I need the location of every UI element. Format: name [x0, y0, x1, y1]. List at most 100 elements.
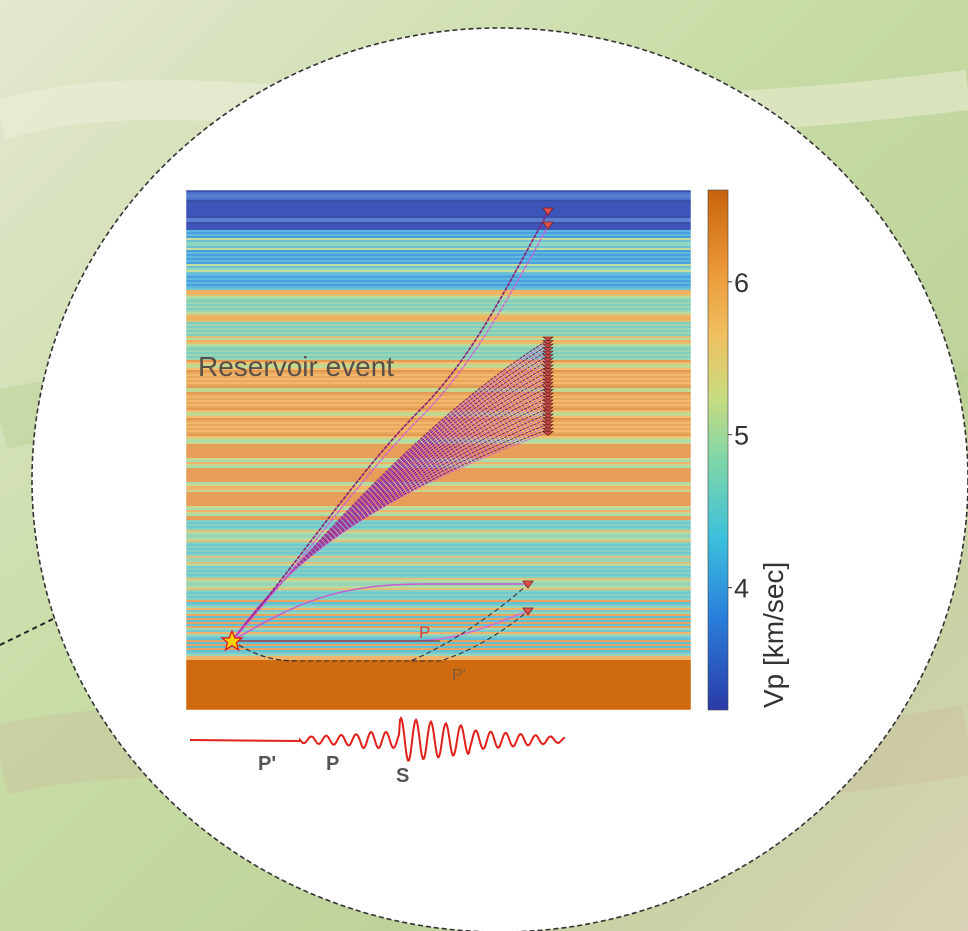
colorbar [707, 189, 729, 711]
velocity-layer [186, 612, 691, 615]
colorbar-label: Vp [km/sec] [758, 562, 789, 708]
velocity-layer [186, 220, 691, 223]
velocity-layer [186, 260, 691, 263]
velocity-layer [186, 482, 691, 485]
triangle-down-icon [542, 410, 554, 415]
velocity-layer [186, 490, 691, 493]
velocity-layer [186, 392, 691, 395]
velocity-layer [186, 200, 691, 203]
velocity-layer [186, 342, 691, 345]
waveform-label-s: S [396, 765, 409, 787]
velocity-layer [186, 194, 691, 197]
velocity-layer [186, 494, 691, 497]
velocity-layer [186, 568, 691, 571]
velocity-layer [186, 276, 691, 279]
velocity-layer [186, 514, 691, 517]
velocity-layer [186, 378, 691, 381]
velocity-layer [186, 506, 691, 509]
velocity-layer [186, 284, 691, 287]
velocity-layer [186, 590, 691, 593]
ray-path [231, 378, 549, 642]
triangle-down-icon [542, 350, 554, 356]
velocity-layer [186, 440, 691, 443]
velocity-layer [186, 496, 691, 499]
velocity-layer [186, 554, 691, 557]
velocity-layer [186, 212, 691, 215]
velocity-layer [186, 400, 691, 403]
velocity-layer [186, 210, 691, 213]
velocity-layer [186, 352, 691, 355]
triangle-down-icon [542, 336, 554, 342]
velocity-layer [186, 368, 691, 371]
velocity-layer [186, 246, 691, 249]
velocity-layer [186, 326, 691, 329]
waveform-label-p-prime: P' [258, 753, 276, 775]
velocity-layer [186, 636, 691, 639]
velocity-layer [186, 306, 691, 309]
velocity-layer [186, 448, 691, 451]
velocity-layer [186, 564, 691, 567]
velocity-layer [186, 526, 691, 529]
triangle-down-icon [542, 378, 554, 384]
velocity-layer [186, 274, 691, 277]
velocity-layer [186, 544, 691, 547]
velocity-layer [186, 538, 691, 541]
velocity-layer [186, 282, 691, 285]
velocity-layer [186, 364, 691, 367]
velocity-layer [186, 512, 691, 515]
velocity-layer [186, 410, 691, 413]
triangle-down-icon [542, 385, 554, 391]
velocity-layer [186, 510, 691, 513]
velocity-layer [186, 298, 691, 301]
velocity-layer [186, 562, 691, 565]
velocity-layer [186, 242, 691, 245]
colorbar-tick-label: 5 [734, 421, 749, 451]
velocity-layer [186, 654, 691, 657]
velocity-layer [186, 556, 691, 559]
velocity-layer [186, 290, 691, 293]
velocity-layer [186, 474, 691, 477]
velocity-layer [186, 644, 691, 647]
velocity-layer [186, 232, 691, 235]
velocity-layer [186, 420, 691, 423]
velocity-layer [186, 360, 691, 363]
velocity-layer [186, 626, 691, 629]
velocity-layer [186, 198, 691, 201]
ray-top-1 [231, 211, 549, 642]
velocity-layer [186, 502, 691, 505]
receiver-array [542, 336, 554, 436]
ray-path [231, 381, 549, 642]
velocity-layer [186, 576, 691, 579]
halfspace-layer [186, 660, 691, 710]
velocity-layer [186, 316, 691, 319]
velocity-layer [186, 268, 691, 271]
velocity-layer [186, 600, 691, 603]
velocity-layer [186, 366, 691, 369]
velocity-layer [186, 528, 691, 531]
triangle-down-icon [542, 354, 554, 359]
velocity-layer [186, 504, 691, 507]
velocity-layer [186, 218, 691, 221]
velocity-layer [186, 522, 691, 525]
velocity-layer [186, 412, 691, 415]
triangle-down-icon [542, 389, 554, 394]
velocity-layer [186, 278, 691, 281]
velocity-layer [186, 324, 691, 327]
velocity-layer [186, 596, 691, 599]
velocity-layer [186, 432, 691, 435]
ray-path [231, 373, 549, 642]
velocity-layer [186, 516, 691, 519]
velocity-layer [186, 486, 691, 489]
velocity-layer [186, 454, 691, 457]
velocity-layer [186, 404, 691, 407]
velocity-layer [186, 588, 691, 591]
ray-path [231, 368, 549, 642]
velocity-layer [186, 204, 691, 207]
velocity-layer [186, 580, 691, 583]
velocity-layer [186, 542, 691, 545]
velocity-layer [186, 222, 691, 225]
velocity-layer [186, 226, 691, 229]
triangle-down-icon [542, 417, 554, 422]
velocity-layer [186, 214, 691, 217]
triangle-down-icon [542, 207, 554, 216]
